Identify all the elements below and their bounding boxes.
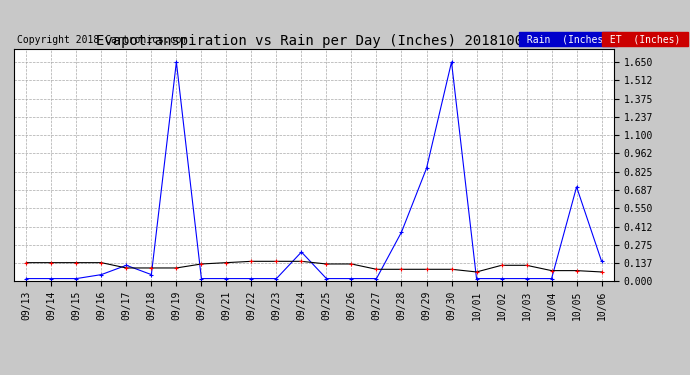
Title: Evapotranspiration vs Rain per Day (Inches) 20181007: Evapotranspiration vs Rain per Day (Inch…	[96, 34, 532, 48]
Text: Copyright 2018 Cartronics.com: Copyright 2018 Cartronics.com	[17, 35, 187, 45]
Text: Rain  (Inches): Rain (Inches)	[521, 34, 615, 44]
Text: ET  (Inches): ET (Inches)	[604, 34, 686, 44]
